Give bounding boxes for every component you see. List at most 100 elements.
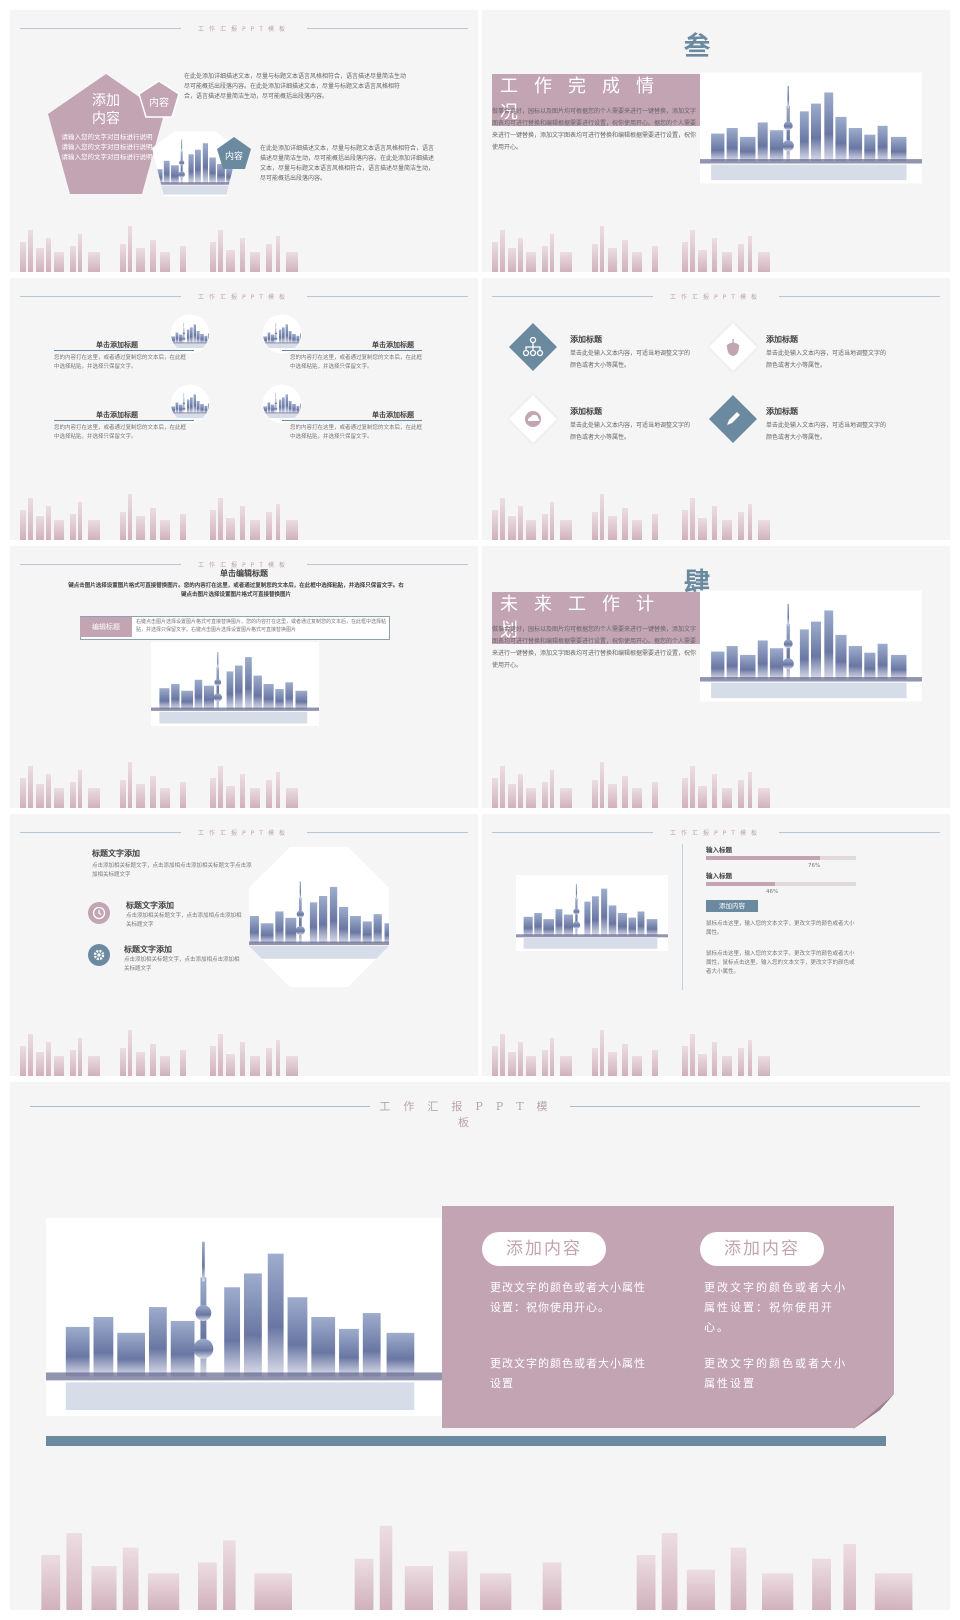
slide-header: 工作汇报PPT模板 <box>20 292 468 302</box>
pink-skyline <box>10 212 310 272</box>
tag-mid-shape <box>217 137 251 169</box>
item-title: 单击添加标题 <box>96 340 138 349</box>
city-image <box>46 1218 442 1416</box>
pencil-icon <box>727 412 740 425</box>
cloud-icon <box>525 411 541 427</box>
item-title: 标题文字添加 <box>124 944 172 954</box>
paragraph-2: 在此处添加详细描述文本，尽量与标题文本语言风格相符合，语言描述尽量简洁生动，尽可… <box>260 145 435 182</box>
pink-skyline <box>482 480 782 540</box>
city-image <box>700 72 922 184</box>
item-text: 您的内容打在这里，或者通过复制您的文本后，在此框中选择粘贴，并选择只保留文字。 <box>290 355 423 370</box>
slide-9[interactable]: 工作汇报PPT模板 添加内容 更改文字的颜色或者大小属性设置：祝你使用开心。 更… <box>10 1082 950 1610</box>
item-text: 您的内容打在这里，或者通过复制您的文本后，在此框中选择粘贴，并选择只保留文字。 <box>54 355 187 370</box>
slide-2[interactable]: 叁 工作完成情况 做事会更好，园标以及图片均可根据您的个人需要来进行一键替换，添… <box>482 10 950 272</box>
pink-skyline <box>482 1016 782 1076</box>
item-title: 单击添加标题 <box>372 340 414 349</box>
item-title: 添加标题 <box>766 406 798 416</box>
divider <box>54 420 194 421</box>
slide-8[interactable]: 工作汇报PPT模板 输入标题 76% 输入标题 46% 添加内容 鼠标点击这里，… <box>482 814 950 1076</box>
bar-value: 76% <box>808 863 821 869</box>
slide-7[interactable]: 工作汇报PPT模板 标题文字添加 点击添加相关标题文字，点击添加相点击添加相关标… <box>10 814 478 1076</box>
item-title: 单击添加标题 <box>372 410 414 419</box>
text-1: 鼠标点击这里，输入您的文本文字，更改文字的颜色或者大小属性。 <box>706 921 855 936</box>
pink-skyline <box>482 212 782 272</box>
item-title: 单击添加标题 <box>96 410 138 419</box>
item-title: 添加标题 <box>570 406 602 416</box>
city-circle <box>170 314 210 354</box>
bar-label: 输入标题 <box>706 846 732 854</box>
slide-header: 工作汇报PPT模板 <box>20 24 468 34</box>
item-text: 您的内容打在这里，或者通过复制您的文本后，在此框中选择粘贴，并选择只保留文字。 <box>290 425 423 440</box>
slide-header: 工作汇报PPT模板 <box>492 828 940 838</box>
city-image <box>151 642 319 726</box>
card-text-1: 更改文字的颜色或者大小属性设置：祝你使用开心。 <box>490 1281 646 1314</box>
paragraph-1: 在此处添加详细描述文本，尽量与标题文本语言风格相符合，语言描述尽量简洁生动尽可能… <box>184 73 407 100</box>
city-circle <box>262 384 302 424</box>
item-text: 单击此处输入文本内容，可适当地调整文字的颜色或者大小等属性。 <box>766 350 887 369</box>
item-title: 标题文字添加 <box>126 900 174 910</box>
item-text: 您的内容打在这里，或者通过复制您的文本后，在此框中选择粘贴，并选择只保留文字。 <box>54 425 187 440</box>
progress-track <box>706 882 856 886</box>
pink-skyline <box>10 480 310 540</box>
city-octagon <box>249 847 389 987</box>
divider <box>682 844 683 990</box>
text-2: 鼠标点击这里，输入您的文本文字，更改文字的颜色或者大小属性，鼠标点击这里，输入您… <box>706 951 855 975</box>
item-text: 点击添加相关标题文字，点击添加相点击添加相关标题文字 <box>126 913 242 928</box>
tag-top-shape <box>138 80 180 118</box>
section-title: 工作完成情况 <box>492 74 700 126</box>
pentagon-shape <box>48 74 164 194</box>
divider <box>54 350 194 351</box>
slide-6[interactable]: 肆 未来工作计划 做事会更好，园标以及图片均可根据您的个人需要来进行一键替换，添… <box>482 546 950 808</box>
slide-header: 工作汇报PPT模板 <box>492 292 940 302</box>
city-circle <box>170 384 210 424</box>
clock-icon-glyph <box>92 906 106 920</box>
slide-3[interactable]: 工作汇报PPT模板 单击添加标题 您的内容打在这里，或者通过复制您的文本后，在此… <box>10 278 478 540</box>
pentagon-title: 添加 内容 <box>92 93 120 127</box>
tag-label: 编辑标题 <box>80 617 132 637</box>
slide-1[interactable]: 工作汇报PPT模板 添加 内容 请输入您的文字对目标进行说明请输入您的文字对目标… <box>10 10 478 272</box>
block-title: 标题文字添加 <box>92 848 140 858</box>
slide-5[interactable]: 工作汇报PPT模板 单击编辑标题 键点击图片选择设置图片格式可直接替换图片。您的… <box>10 546 478 808</box>
hierarchy-icon <box>522 336 544 357</box>
progress-bar <box>706 882 775 886</box>
block-text: 点击添加相关标题文字，点击添加相点击添加相关标题文字点击添加相关标题文字 <box>92 863 252 878</box>
content-pill: 添加内容 <box>700 1232 824 1266</box>
pink-skyline <box>10 1016 310 1076</box>
divider <box>282 350 422 351</box>
item-title: 添加标题 <box>766 334 798 344</box>
page-curl <box>852 1394 894 1430</box>
content-tag: 添加内容 <box>706 900 758 912</box>
pink-skyline <box>10 748 310 808</box>
pentagon-text: 请输入您的文字对目标进行说明请输入您的文字对目标进行说明请输入您的文字对目标进行… <box>61 133 153 161</box>
acorn-icon <box>726 339 740 356</box>
section-body: 做事会更好，园标以及图片均可根据您的个人需要来进行一键替换，添加文字图表均可进行… <box>492 626 697 669</box>
bar-value: 46% <box>766 889 779 895</box>
item-title: 添加标题 <box>570 334 602 344</box>
city-image <box>516 875 668 951</box>
section-title: 未来工作计划 <box>492 592 700 644</box>
pink-skyline <box>482 748 782 808</box>
header-line-right <box>570 1106 920 1107</box>
section-body: 做事会更好，园标以及图片均可根据您的个人需要来进行一键替换，添加文字图表均可进行… <box>492 108 697 151</box>
divider <box>282 420 422 421</box>
tag-top: 内容 <box>149 98 169 109</box>
item-text: 单击此处输入文本内容，可适当地调整文字的颜色或者大小等属性。 <box>766 422 887 441</box>
slide-4[interactable]: 工作汇报PPT模板 添加标题 单击此处输入文本内容，可适当地调整文字的颜色或者大… <box>482 278 950 540</box>
gear-icon-glyph <box>93 949 105 961</box>
section-numeral: 叁 <box>684 32 711 62</box>
slide-header: 工作汇报PPT模板 <box>379 1100 561 1129</box>
accent-bar <box>46 1436 886 1446</box>
slide-title: 单击编辑标题 <box>220 568 268 578</box>
card-text-2: 更改文字的颜色或者大小属性设置 <box>704 1357 847 1390</box>
bar-label: 输入标题 <box>706 872 732 880</box>
item-text: 单击此处输入文本内容，可适当地调整文字的颜色或者大小等属性。 <box>570 422 691 441</box>
item-text: 点击添加相关标题文字，点击添加相点击添加相关标题文字 <box>124 957 240 972</box>
content-pill: 添加内容 <box>482 1232 606 1266</box>
city-image <box>700 590 922 702</box>
slide-subtitle: 键点击图片选择设置图片格式可直接替换图片。您的内容打在这里，或者通过复制您的文本… <box>68 583 404 598</box>
city-circle <box>262 314 302 354</box>
item-text: 单击此处输入文本内容，可适当地调整文字的颜色或者大小等属性。 <box>570 350 691 369</box>
slide-header: 工作汇报PPT模板 <box>20 560 468 570</box>
tag-mid: 内容 <box>224 152 243 162</box>
card-text-1: 更改文字的颜色或者大小属性设置：祝你使用开心。 <box>704 1281 847 1334</box>
